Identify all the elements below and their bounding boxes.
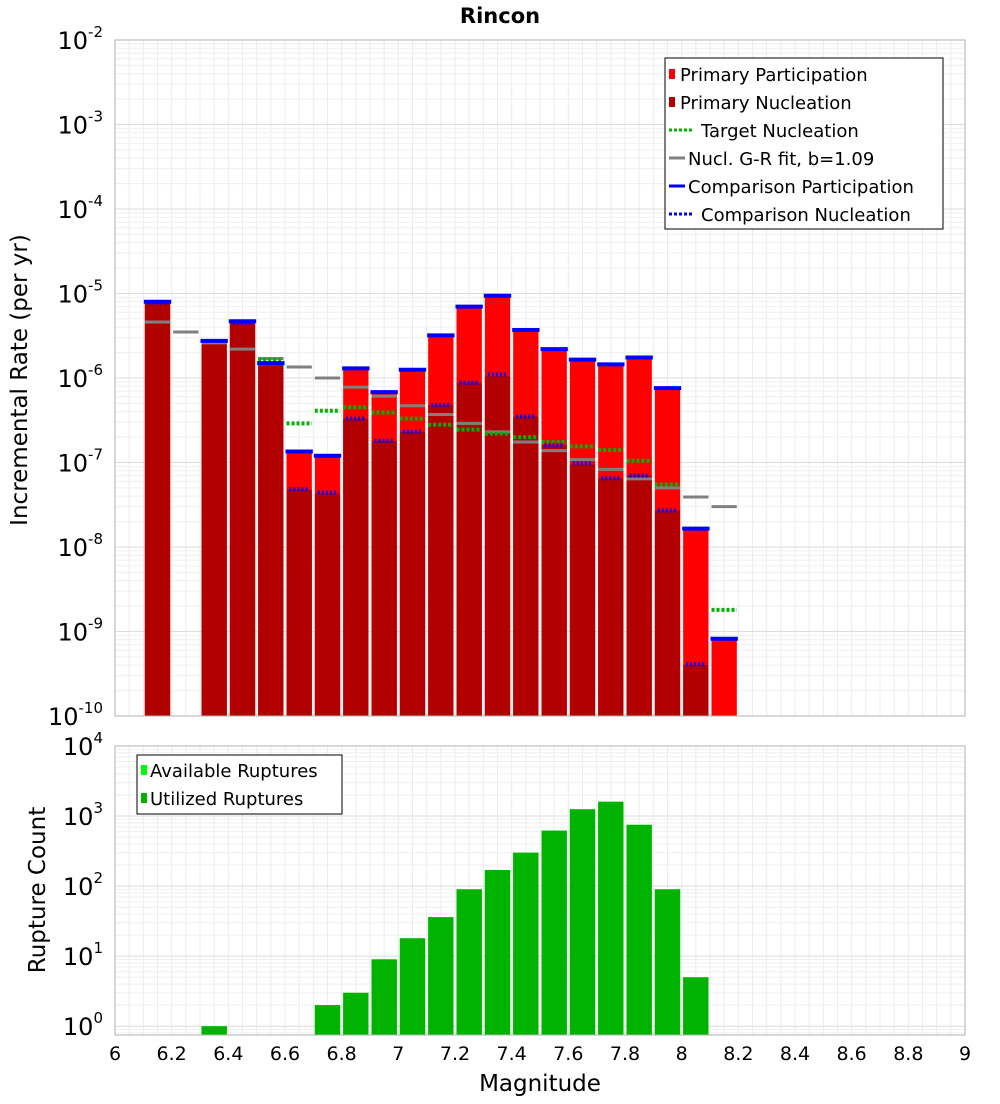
chart-title: Rincon [460,4,540,28]
utilized-ruptures-bar [201,1026,227,1035]
x-axis-label: Magnitude [479,1071,601,1097]
primary-nucleation-bar [314,493,341,716]
utilized-ruptures-bar [484,869,511,1035]
x-tick-label: 6.8 [327,1043,357,1065]
top-y-tick-label: 10-3 [57,108,103,140]
bottom-legend-box [136,754,343,815]
top-y-tick-label: 10-8 [57,530,103,562]
utilized-ruptures-bar [598,801,624,1035]
primary-nucleation-bar [229,322,256,716]
legend-label-1: Primary Nucleation [680,93,852,114]
bottom-y-tick-label: 101 [63,939,103,971]
x-tick-label: 8.2 [723,1043,753,1065]
legend-label-5: Comparison Nucleation [701,205,911,226]
x-tick-label: 8 [676,1043,688,1065]
utilized-ruptures-bar [456,889,482,1035]
primary-nucleation-bar [513,416,539,716]
primary-nucleation-bar [484,376,511,716]
bottom-y-tick-label: 104 [63,729,103,761]
x-tick-label: 8.4 [780,1043,810,1065]
legend-swatch-1 [669,97,675,107]
x-tick-label: 6.2 [157,1043,187,1065]
x-tick-label: 7 [392,1043,404,1065]
x-tick-label: 7.6 [553,1043,583,1065]
bottom-y-axis-label: Rupture Count [25,807,51,973]
primary-nucleation-bar [456,382,482,716]
x-tick-label: 8.8 [893,1043,923,1065]
primary-nucleation-bar [569,464,596,716]
primary-nucleation-bar [541,445,567,716]
bottom-legend-swatch-0 [141,765,147,775]
primary-nucleation-bar [144,304,171,716]
x-tick-label: 6.6 [270,1043,300,1065]
top-y-tick-label: 10-6 [57,361,103,393]
comparison-nucleation-marker-group [147,300,706,667]
primary-nucleation-bar [399,431,426,716]
bottom-bars [201,801,709,1035]
top-y-tick-label: 10-7 [57,446,103,478]
bottom-legend-label-1: Utilized Ruptures [150,789,303,810]
top-y-tick-label: 10-2 [57,23,103,55]
primary-nucleation-bar [371,440,397,716]
x-tick-label: 8.6 [837,1043,867,1065]
utilized-ruptures-bar [343,992,369,1035]
utilized-ruptures-bar [371,959,397,1035]
gr-fit-marker-group [144,320,737,509]
top-y-tick-label: 10-5 [57,277,103,309]
primary-nucleation-bar [286,489,312,716]
primary-nucleation-bar [654,510,681,716]
utilized-ruptures-bar [541,830,567,1035]
bottom-legend-swatch-1 [141,793,147,803]
gridlines [114,39,966,717]
top-y-tick-label: 10-9 [57,615,103,647]
bottom-plot-frame [114,745,966,1036]
primary-nucleation-bar [428,404,454,716]
x-tick-label: 6 [109,1043,121,1065]
x-tick-label: 6.4 [213,1043,243,1065]
primary-nucleation-bar [626,475,652,716]
utilized-ruptures-bar [626,824,652,1035]
utilized-ruptures-bar [683,977,709,1035]
x-tick-label: 9 [959,1043,971,1065]
x-tick-label: 7.2 [440,1043,470,1065]
primary-nucleation-bar [683,665,709,716]
top-bars [144,296,737,716]
x-tick-label: 7.8 [610,1043,640,1065]
bottom-y-tick-label: 103 [63,799,103,831]
primary-nucleation-bar [598,478,624,716]
top-plot-frame [114,39,966,717]
utilized-ruptures-bar [654,889,681,1035]
target-nucleation-marker-group [258,357,737,612]
top-y-tick-label: 10-4 [57,192,103,224]
legend-label-3: Nucl. G-R fit, b=1.09 [688,149,874,170]
utilized-ruptures-bar [399,938,426,1035]
legend-label-0: Primary Participation [680,65,868,86]
bottom-y-tick-label: 100 [63,1009,103,1041]
x-tick-label: 7.4 [497,1043,527,1065]
legend-swatch-0 [669,69,675,79]
top-y-tick-label: 10-10 [48,699,103,731]
primary-nucleation-bar [201,342,227,716]
top-y-axis-label: Incremental Rate (per yr) [7,234,33,526]
bottom-legend-label-0: Available Ruptures [150,761,318,782]
bottom-y-tick-label: 102 [63,869,103,901]
primary-participation-bar [711,639,737,716]
utilized-ruptures-bar [428,917,454,1035]
legend-label-2: Target Nucleation [700,121,859,142]
utilized-ruptures-bar [513,852,539,1035]
top-legend-box [664,57,944,230]
utilized-ruptures-bar [569,809,596,1035]
utilized-ruptures-bar [314,1005,341,1035]
primary-nucleation-bar [258,365,284,716]
legend-label-4: Comparison Participation [688,177,914,198]
primary-nucleation-bar [343,418,369,716]
